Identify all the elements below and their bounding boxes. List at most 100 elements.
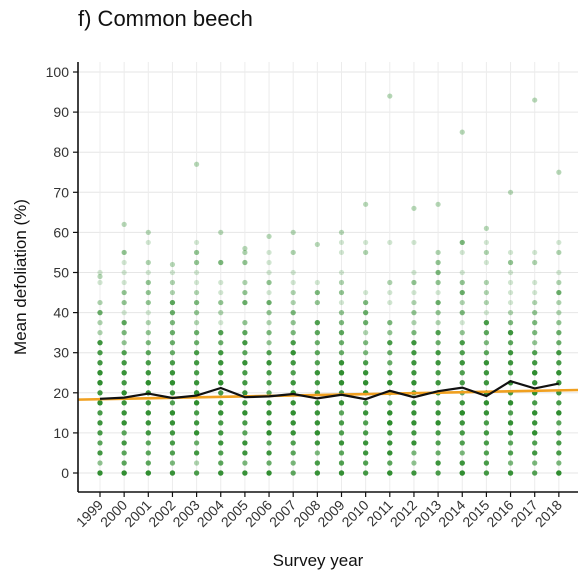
data-point [121, 410, 127, 416]
data-point [266, 360, 272, 366]
data-point [145, 380, 151, 386]
data-point [266, 269, 272, 276]
data-point [169, 370, 176, 376]
data-point [266, 310, 272, 316]
data-point [290, 420, 296, 426]
data-point [242, 249, 248, 256]
data-point [121, 430, 127, 436]
data-point [363, 380, 369, 386]
data-point [169, 420, 176, 426]
data-point [266, 340, 272, 346]
data-point [218, 410, 224, 416]
data-point [169, 390, 176, 396]
data-point [218, 350, 224, 356]
data-point [266, 430, 272, 436]
data-point [314, 330, 320, 336]
data-point [194, 430, 200, 436]
data-point [459, 450, 465, 456]
data-point [266, 400, 272, 406]
data-point [242, 249, 248, 256]
data-point [194, 400, 200, 406]
data-point [194, 269, 200, 276]
data-point [169, 450, 176, 456]
data-point [145, 440, 151, 446]
data-point [387, 410, 393, 416]
data-point [290, 310, 296, 316]
data-point [145, 410, 151, 416]
data-point [266, 360, 272, 366]
data-point [145, 269, 151, 276]
data-point [363, 320, 369, 326]
data-point [338, 370, 345, 376]
data-point [218, 460, 224, 466]
data-point [169, 410, 176, 416]
data-point [242, 360, 248, 366]
data-point [314, 279, 320, 286]
data-point [266, 320, 272, 326]
data-point [556, 340, 562, 346]
data-point [363, 410, 369, 416]
data-point [507, 450, 514, 456]
data-point [266, 450, 272, 456]
data-point [459, 330, 465, 336]
data-point [242, 410, 248, 416]
data-point [218, 400, 224, 406]
data-point [169, 289, 176, 296]
data-point [194, 430, 200, 436]
data-point [145, 410, 151, 416]
data-point [338, 360, 345, 366]
data-point [314, 350, 320, 356]
data-point [218, 259, 224, 266]
data-point [145, 310, 151, 316]
data-point [145, 460, 151, 466]
data-point [218, 370, 224, 376]
data-point [242, 330, 248, 336]
data-point [435, 320, 441, 326]
data-point [145, 440, 151, 446]
data-point [218, 420, 224, 426]
data-point [290, 410, 296, 416]
data-point [387, 450, 393, 456]
data-point [169, 310, 176, 316]
data-point [266, 360, 272, 366]
data-point [194, 430, 200, 436]
data-point [338, 450, 345, 456]
data-point [290, 370, 296, 376]
data-point [194, 440, 200, 446]
data-point [314, 350, 320, 356]
data-point [169, 430, 176, 436]
data-point [97, 380, 103, 386]
data-point [242, 370, 248, 376]
data-point [121, 410, 127, 416]
data-point [266, 420, 272, 426]
data-point [266, 310, 272, 316]
data-point [242, 450, 248, 456]
data-point [194, 410, 200, 416]
data-point [194, 320, 200, 326]
data-point [290, 380, 296, 386]
data-point [218, 410, 224, 416]
data-point [290, 420, 296, 426]
data-point [338, 410, 345, 416]
data-point [242, 340, 248, 346]
data-point [314, 420, 320, 426]
data-point [194, 249, 200, 256]
data-point [194, 400, 200, 406]
data-point [145, 299, 151, 306]
data-point [314, 370, 320, 376]
data-point [242, 390, 248, 396]
data-point [218, 400, 224, 406]
data-point [97, 390, 103, 396]
data-point [290, 249, 296, 256]
data-point [411, 269, 417, 276]
data-point [194, 430, 200, 436]
data-point [338, 410, 345, 416]
data-point [121, 340, 127, 346]
data-point [97, 430, 103, 436]
data-point [266, 390, 272, 396]
data-point [363, 380, 369, 386]
data-point [97, 450, 103, 456]
data-point [145, 370, 151, 376]
data-point [266, 350, 272, 356]
data-point [121, 259, 127, 266]
